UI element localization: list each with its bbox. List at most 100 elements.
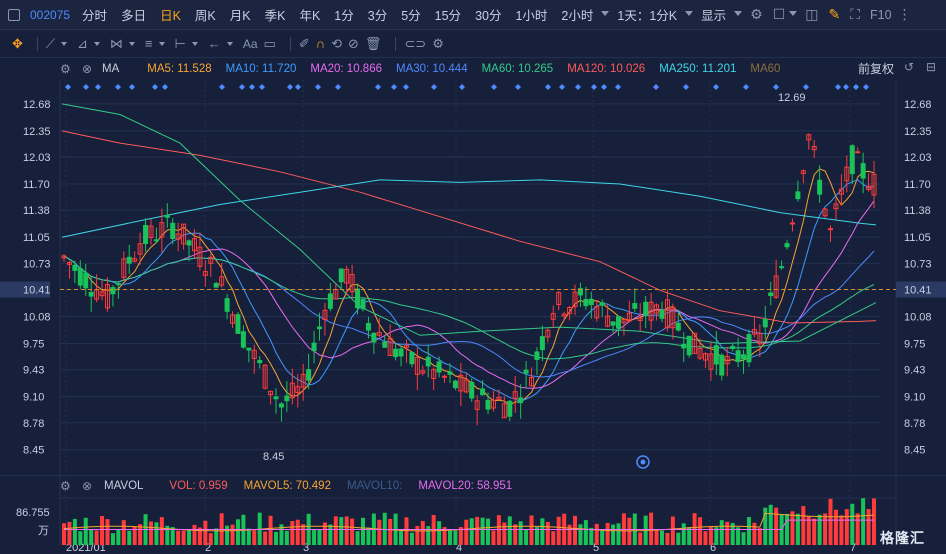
event-diamond bbox=[863, 84, 869, 90]
candle-body bbox=[496, 396, 502, 401]
stock-code[interactable]: 002075 bbox=[30, 7, 71, 22]
chevron-down-icon[interactable] bbox=[191, 41, 198, 46]
gear-icon[interactable]: ⚙ bbox=[60, 479, 71, 493]
display-select[interactable]: 显示 bbox=[701, 9, 727, 23]
event-diamond bbox=[843, 84, 849, 90]
chevron-down-icon[interactable] bbox=[128, 41, 135, 46]
volume-bar bbox=[197, 527, 202, 545]
chevron-down-icon[interactable] bbox=[93, 41, 100, 46]
candle-body bbox=[338, 268, 344, 283]
rect-tool-icon[interactable]: ▭ bbox=[263, 35, 276, 51]
f10-button[interactable]: F10 bbox=[870, 7, 892, 22]
gear-icon[interactable]: ⚙ bbox=[750, 6, 763, 22]
tab-weekly-k[interactable]: 周K bbox=[194, 9, 216, 23]
volume-bar bbox=[132, 526, 137, 545]
settings-icon[interactable]: ⚙ bbox=[432, 35, 444, 51]
fibonacci-icon[interactable]: ≡ bbox=[144, 36, 153, 51]
candle-body bbox=[289, 382, 295, 399]
range-tool-icon[interactable]: ⊢ bbox=[174, 35, 186, 51]
candle-body bbox=[371, 332, 377, 343]
chevron-down-icon[interactable] bbox=[685, 11, 694, 16]
candle-body bbox=[507, 400, 513, 417]
tab-2hour[interactable]: 2小时 bbox=[561, 9, 594, 23]
window-toggle-icon[interactable] bbox=[8, 8, 20, 21]
volume-bar bbox=[181, 530, 186, 545]
tab-duori[interactable]: 多日 bbox=[121, 9, 147, 23]
tab-15min[interactable]: 15分 bbox=[434, 9, 462, 23]
chevron-down-icon[interactable] bbox=[734, 11, 743, 16]
volume-bar bbox=[437, 521, 442, 545]
collapse-icon[interactable]: ⋮ bbox=[897, 6, 912, 22]
undo-icon[interactable]: ↺ bbox=[904, 60, 915, 74]
candle-body bbox=[143, 225, 149, 245]
event-diamond bbox=[713, 84, 719, 90]
candle-body bbox=[501, 403, 507, 419]
candle-body bbox=[202, 271, 208, 276]
tab-5min[interactable]: 5分 bbox=[401, 9, 421, 23]
volume-bar bbox=[284, 530, 289, 545]
checkbox-icon[interactable]: ☐ bbox=[772, 6, 786, 22]
arrow-tool-icon[interactable]: ← bbox=[207, 36, 221, 51]
volume-bar bbox=[703, 531, 708, 545]
chevron-down-icon[interactable] bbox=[61, 41, 68, 46]
vol-axis-value: 86.755 bbox=[16, 507, 50, 519]
tab-1hour[interactable]: 1小时 bbox=[515, 9, 548, 23]
fuquan-select[interactable]: 前复权 bbox=[857, 62, 894, 76]
event-icon[interactable] bbox=[636, 455, 650, 469]
candle-body bbox=[664, 299, 670, 329]
crosshair-move-icon[interactable]: ✥ bbox=[12, 35, 23, 51]
candle-body bbox=[632, 303, 638, 309]
close-icon[interactable]: ⊗ bbox=[82, 62, 93, 76]
wave-tool-icon[interactable]: ⋈ bbox=[109, 35, 123, 51]
candle-body bbox=[153, 239, 159, 242]
hide-icon[interactable]: ⊘ bbox=[347, 35, 359, 51]
text-tool[interactable]: Aa bbox=[242, 36, 258, 51]
candle-body bbox=[605, 315, 611, 327]
expand-icon[interactable]: ⊟ bbox=[926, 60, 937, 74]
gear-icon[interactable]: ⚙ bbox=[60, 62, 71, 76]
event-diamond bbox=[315, 84, 321, 90]
candle-body bbox=[420, 370, 426, 374]
candle-body bbox=[104, 284, 110, 309]
ruler-icon[interactable]: ✐ bbox=[298, 35, 310, 51]
candle-body bbox=[246, 347, 252, 351]
price-tick-right: 12.03 bbox=[904, 152, 932, 164]
chevron-down-icon[interactable] bbox=[789, 11, 798, 16]
screenshot-icon[interactable]: ◫ bbox=[805, 6, 819, 22]
candle-body bbox=[230, 314, 236, 324]
candle-body bbox=[99, 291, 105, 297]
tab-monthly-k[interactable]: 月K bbox=[229, 9, 251, 23]
chevron-down-icon[interactable] bbox=[601, 11, 610, 16]
candle-body bbox=[534, 351, 540, 360]
magnet-icon[interactable]: ∩ bbox=[315, 36, 326, 51]
price-tick-right: 11.38 bbox=[904, 205, 931, 217]
tab-3min[interactable]: 3分 bbox=[367, 9, 388, 23]
close-icon[interactable]: ⊗ bbox=[82, 479, 93, 493]
candle-body bbox=[784, 243, 790, 248]
line-tool-icon[interactable]: ⟋ bbox=[45, 35, 56, 51]
chevron-down-icon[interactable] bbox=[226, 41, 233, 46]
tab-daily-k[interactable]: 日K bbox=[160, 9, 181, 23]
link-icon[interactable]: ⊂⊃ bbox=[404, 35, 427, 51]
candle-body bbox=[567, 306, 573, 315]
candle-body bbox=[822, 208, 828, 217]
tab-yearly-k[interactable]: 年K bbox=[299, 9, 321, 23]
tab-quarterly-k[interactable]: 季K bbox=[264, 9, 286, 23]
volume-bar bbox=[687, 527, 692, 545]
tab-1min[interactable]: 1分 bbox=[334, 9, 354, 23]
pencil-icon[interactable]: ✎ bbox=[828, 6, 841, 22]
period-select[interactable]: 1天：1分K bbox=[617, 9, 678, 23]
tab-fenshi[interactable]: 分时 bbox=[82, 9, 108, 23]
chevron-down-icon[interactable] bbox=[158, 41, 165, 46]
lock-icon[interactable]: ⟲ bbox=[331, 35, 342, 51]
ma-legend-label: MA bbox=[102, 63, 120, 75]
volume-bar bbox=[670, 516, 675, 545]
tab-30min[interactable]: 30分 bbox=[475, 9, 502, 23]
candle-body bbox=[871, 173, 877, 196]
channel-tool-icon[interactable]: ⊿ bbox=[77, 35, 88, 51]
candle-body bbox=[66, 262, 72, 265]
fullscreen-icon[interactable]: ⛶ bbox=[850, 6, 861, 22]
ma60-value: MA60: 10.265 bbox=[481, 63, 554, 75]
trash-icon[interactable]: 🗑 bbox=[364, 35, 382, 51]
